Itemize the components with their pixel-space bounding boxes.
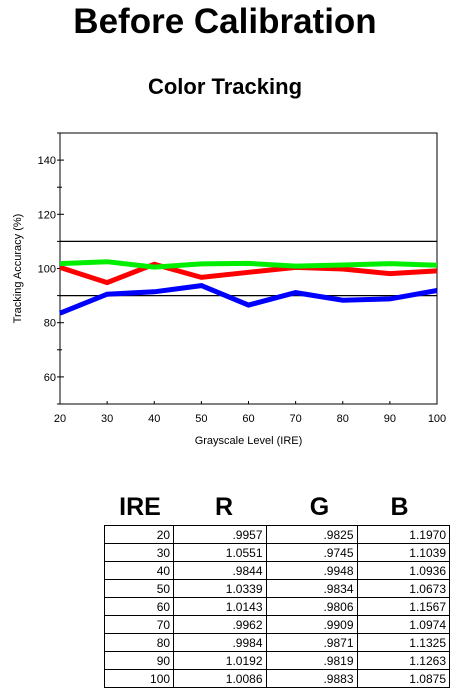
table-header-b: B: [390, 493, 409, 521]
y-tick-label: 140: [38, 155, 56, 167]
b-cell: 1.1970: [356, 525, 450, 544]
table-row: 20.9957.9825 1.1970: [103, 525, 450, 544]
g-cell: .9745: [265, 543, 358, 562]
r-cell: .9962: [173, 615, 267, 634]
red-series-line: [59, 261, 438, 286]
r-cell: .9957: [173, 525, 267, 544]
table-row: 100 1.0086.9883 1.0875: [103, 669, 450, 688]
table-row: 80.9984.9871 1.1325: [103, 633, 450, 652]
ire-cell: 90: [103, 651, 175, 670]
table-header-r: R: [214, 493, 234, 521]
r-cell: 1.0143: [173, 597, 267, 616]
color-tracking-chart: 60 80 100 120 140 20 30 40 50 60 70 80 90 100 Grayscal…: [12, 132, 446, 447]
g-cell: .9883: [265, 669, 358, 688]
g-cell: .9834: [265, 579, 358, 598]
b-cell: 1.1325: [356, 633, 450, 652]
g-cell: .9806: [265, 597, 358, 616]
g-cell: .9909: [265, 615, 358, 634]
ire-cell: 60: [103, 597, 175, 616]
x-tick-label: 70: [290, 413, 302, 425]
g-cell: .9871: [265, 633, 358, 652]
x-tick-label: 60: [242, 413, 254, 425]
ire-cell: 80: [103, 633, 175, 652]
b-cell: 1.0673: [356, 579, 450, 598]
x-tick-label: 90: [384, 413, 396, 425]
r-cell: 1.0086: [173, 669, 267, 688]
y-tick-label: 120: [38, 209, 56, 221]
ire-cell: 50: [103, 579, 175, 598]
ire-cell: 100: [103, 669, 175, 688]
green-series-line: [59, 259, 438, 270]
plot-frame: [59, 132, 438, 405]
ire-cell: 40: [103, 561, 175, 580]
b-cell: 1.1263: [356, 651, 450, 670]
ire-cell: 30: [103, 543, 175, 562]
calibration-table: 20.9957.9825 1.1970 30 1.0551.9745 1.1039 40.…: [103, 525, 450, 688]
b-cell: 1.0936: [356, 561, 450, 580]
table-header-g: G: [309, 493, 330, 521]
ire-cell: 70: [103, 615, 175, 634]
y-tick-label: 100: [38, 264, 56, 276]
r-cell: .9844: [173, 561, 267, 580]
r-cell: 1.0551: [173, 543, 267, 562]
r-cell: 1.0339: [173, 579, 267, 598]
x-tick-label: 80: [337, 413, 349, 425]
page-title: Before Calibration: [73, 2, 377, 41]
b-cell: 1.0875: [356, 669, 450, 688]
table-row: 60 1.0143.9806 1.1567: [103, 597, 450, 616]
table-row: 70.9962.9909 1.0974: [103, 615, 450, 634]
ire-cell: 20: [103, 525, 175, 544]
x-tick-label: 30: [101, 413, 113, 425]
y-tick-label: 80: [44, 318, 56, 330]
y-axis-label: Tracking Accuracy (%): [12, 214, 24, 324]
r-cell: 1.0192: [173, 651, 267, 670]
b-cell: 1.1039: [356, 543, 450, 562]
table-header-ire: IRE: [119, 493, 161, 521]
x-tick-label: 50: [195, 413, 207, 425]
x-tick-label: 40: [148, 413, 160, 425]
x-tick-label: 100: [428, 413, 446, 425]
chart-title: Color Tracking: [147, 74, 303, 99]
table-row: 30 1.0551.9745 1.1039: [103, 543, 450, 562]
g-cell: .9819: [265, 651, 358, 670]
y-tick-label: 60: [44, 372, 56, 384]
x-tick-label: 20: [54, 413, 66, 425]
table-row: 50 1.0339.9834 1.0673: [103, 579, 450, 598]
r-cell: .9984: [173, 633, 267, 652]
g-cell: .9948: [265, 561, 358, 580]
table-row: 40.9844.9948 1.0936: [103, 561, 450, 580]
b-cell: 1.0974: [356, 615, 450, 634]
blue-series-line: [59, 283, 438, 316]
table-row: 90 1.0192.9819 1.1263: [103, 651, 450, 670]
x-axis-label: Grayscale Level (IRE): [195, 435, 303, 447]
g-cell: .9825: [265, 525, 358, 544]
b-cell: 1.1567: [356, 597, 450, 616]
